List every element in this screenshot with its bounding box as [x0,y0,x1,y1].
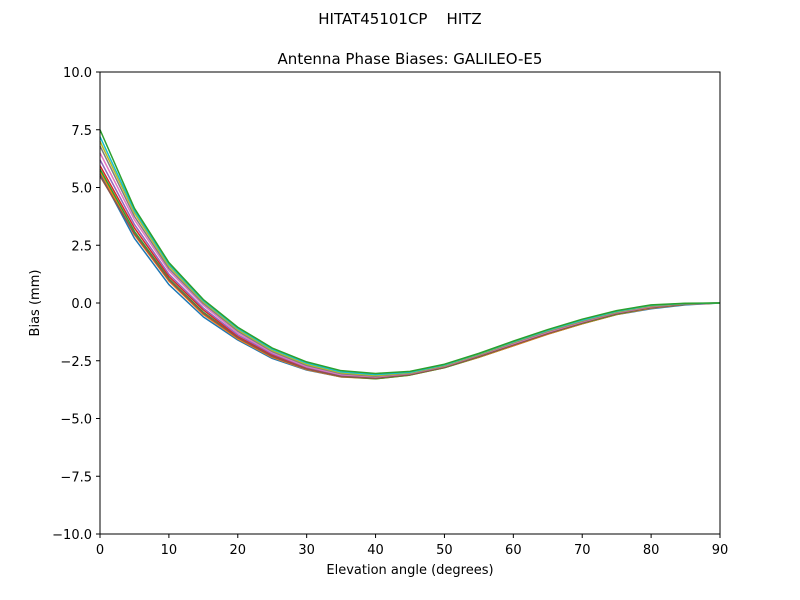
y-axis: −10.0 −7.5 −5.0 −2.5 0.0 2.5 5.0 7.5 10.0 [52,66,100,543]
series-layer [99,129,721,380]
y-tick-label: 2.5 [71,239,92,254]
x-axis: 0 10 20 30 40 50 60 70 80 90 [96,534,728,558]
x-tick-label: 30 [298,543,315,558]
x-tick-label: 60 [505,543,522,558]
y-tick-label: 0.0 [71,297,92,312]
y-tick-label: 5.0 [71,182,92,197]
x-tick-label: 20 [230,543,247,558]
series-line-6 [99,175,721,380]
y-tick-label: −5.0 [60,413,92,428]
x-tick-label: 0 [96,543,104,558]
y-axis-label: Bias (mm) [28,270,43,337]
x-tick-label: 70 [574,543,591,558]
x-tick-label: 40 [367,543,384,558]
figure-suptitle: HITAT45101CP HITZ [318,10,481,28]
y-tick-label: 10.0 [63,66,92,81]
y-tick-label: −10.0 [52,528,92,543]
x-tick-label: 80 [643,543,660,558]
x-tick-label: 90 [712,543,729,558]
y-tick-label: −2.5 [60,355,92,370]
x-axis-label: Elevation angle (degrees) [326,563,493,578]
y-tick-label: 7.5 [71,124,92,139]
chart-title: Antenna Phase Biases: GALILEO-E5 [278,50,543,68]
x-tick-label: 10 [161,543,178,558]
x-tick-label: 50 [436,543,453,558]
series-line-11 [99,129,721,375]
y-tick-label: −7.5 [60,470,92,485]
